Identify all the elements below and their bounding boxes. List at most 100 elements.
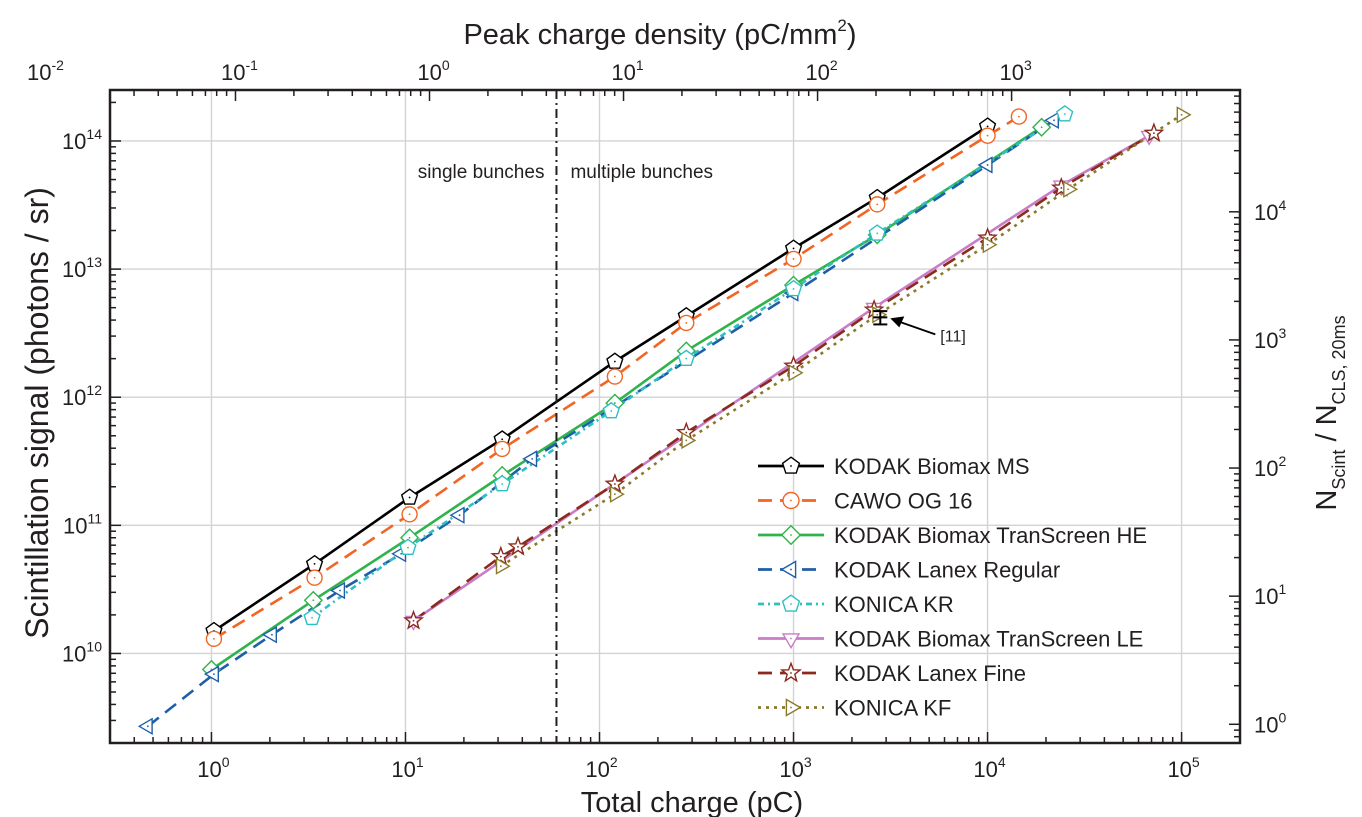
- x-tick-label-base: 10: [391, 757, 415, 782]
- data-point-dot: [876, 232, 879, 235]
- right-label-n2: N: [1311, 404, 1343, 425]
- legend-label-4: KONICA KR: [834, 592, 954, 617]
- data-point-dot: [876, 203, 879, 206]
- y-tick-label-base: 10: [62, 257, 86, 282]
- data-point-dot: [531, 458, 534, 460]
- series-line-4: [311, 113, 1066, 619]
- data-point-dot: [213, 637, 215, 640]
- x-tick-label: 104: [973, 754, 1005, 782]
- x-tick-label: 103: [779, 754, 811, 782]
- data-point-dot: [339, 589, 341, 592]
- y-tick-label-exp: 10: [86, 638, 102, 654]
- top-tick-label: 102: [805, 57, 837, 85]
- series-line-5: [412, 134, 1150, 622]
- data-point: [1176, 106, 1192, 124]
- top-tick-label-base: 10: [999, 60, 1023, 85]
- data-point: [788, 364, 804, 382]
- right-tick-label-exp: 0: [1278, 709, 1286, 725]
- right-tick-label: 101: [1254, 581, 1286, 609]
- right-tick-label-exp: 2: [1278, 453, 1286, 469]
- data-point-dot: [408, 496, 411, 499]
- legend-label-7: KONICA KF: [834, 696, 951, 721]
- multiple-bunches-label: multiple bunches: [570, 162, 713, 183]
- data-point-dot: [613, 483, 616, 485]
- data-point-dot: [610, 410, 613, 412]
- top-tick-label-exp: 2: [830, 57, 838, 73]
- x-tick-label: 102: [585, 754, 617, 782]
- y-tick-label: 1010: [62, 638, 102, 666]
- top-axis-label-sup: 2: [837, 16, 846, 35]
- top-tick-label-exp: 0: [442, 57, 450, 73]
- data-point-dot: [311, 616, 313, 619]
- data-point-dot: [517, 545, 519, 548]
- legend-label-1: CAWO OG 16: [834, 489, 973, 514]
- data-point-dot: [685, 431, 688, 434]
- y-tick-label-exp: 12: [86, 382, 102, 398]
- top-tick-label-exp: 1: [636, 57, 644, 73]
- data-point-dot: [501, 483, 504, 485]
- legend-marker-3: [780, 560, 797, 579]
- y-tick-label-base: 10: [62, 129, 86, 154]
- legend-marker-dot: [790, 499, 792, 502]
- data-point-dot: [1017, 115, 1020, 118]
- top-axis-label-end: ): [847, 19, 857, 51]
- top-tick-label-base: 10: [221, 60, 245, 85]
- legend-marker-7: [785, 698, 802, 717]
- right-tick-label-base: 10: [1254, 584, 1278, 609]
- y-tick-label-exp: 14: [86, 126, 102, 142]
- legend-label-6: KODAK Lanex Fine: [834, 661, 1026, 686]
- legend-marker-dot: [790, 672, 792, 674]
- data-point-dot: [501, 447, 504, 450]
- top-tick-label-exp: 3: [1024, 57, 1032, 73]
- right-label-s2: CLS, 20ms: [1329, 315, 1349, 404]
- right-tick-label-exp: 4: [1278, 197, 1286, 213]
- top-tick-label: 103: [999, 57, 1031, 85]
- data-point-dot: [685, 439, 688, 442]
- x-tick-label: 100: [197, 754, 229, 782]
- top-tick-label-base: 10: [805, 60, 829, 85]
- legend-marker-dot: [790, 465, 792, 467]
- data-point: [449, 506, 465, 524]
- right-tick-label: 100: [1254, 709, 1286, 737]
- right-tick-label-exp: 1: [1278, 581, 1286, 597]
- ref-label: [11]: [940, 328, 966, 345]
- data-point-dot: [986, 243, 989, 246]
- data-point-dot: [685, 322, 688, 324]
- legend-label-3: KODAK Lanex Regular: [834, 558, 1060, 583]
- top-tick-label-exp: -2: [51, 57, 64, 73]
- data-point-dot: [1060, 187, 1063, 189]
- data-point: [261, 626, 277, 644]
- y-tick-label: 1012: [62, 382, 102, 410]
- ref-arrow-line: [897, 320, 936, 336]
- legend-marker-dot: [790, 603, 792, 605]
- x-tick-label: 105: [1167, 754, 1199, 782]
- legend-marker-dot: [790, 568, 792, 571]
- top-tick-label: 101: [611, 57, 643, 85]
- top-tick-label-exp: -1: [245, 57, 258, 73]
- data-point-dot: [501, 438, 504, 441]
- legend-marker-dot: [790, 706, 792, 709]
- y-axis-label: Scintillation signal (photons / sr): [19, 187, 55, 639]
- data-point-dot: [792, 365, 795, 367]
- data-point: [203, 665, 220, 683]
- top-axis-label-base: Peak charge density (pC/mm: [463, 19, 837, 51]
- data-point: [977, 156, 993, 174]
- data-point-dot: [499, 565, 502, 568]
- data-point: [1063, 180, 1079, 198]
- data-point-dot: [876, 313, 879, 316]
- legend-label-5: KODAK Biomax TranScreen LE: [834, 627, 1143, 652]
- right-tick-label-base: 10: [1254, 200, 1278, 225]
- annotations: single bunches multiple bunches [11]: [418, 90, 966, 743]
- legend-marker-5: [781, 633, 801, 650]
- data-point-dot: [412, 619, 415, 622]
- right-tick-label: 104: [1254, 197, 1286, 225]
- data-point-dot: [458, 514, 461, 517]
- legend-marker-dot: [790, 534, 792, 536]
- right-tick-label-base: 10: [1254, 456, 1278, 481]
- top-tick-label-base: 10: [417, 60, 441, 85]
- data-point-dot: [313, 576, 316, 579]
- y-tick-label: 1013: [62, 254, 102, 282]
- data-point-dot: [986, 164, 989, 166]
- data-point: [681, 431, 697, 450]
